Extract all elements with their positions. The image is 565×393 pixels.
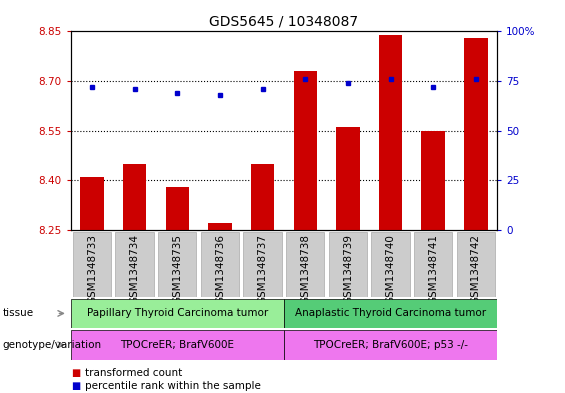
Bar	[293, 71, 317, 230]
Bar	[421, 130, 445, 230]
Text: tissue: tissue	[3, 309, 34, 318]
Text: GSM1348736: GSM1348736	[215, 234, 225, 304]
Text: GSM1348737: GSM1348737	[258, 234, 268, 304]
Bar	[71, 330, 284, 360]
Text: GSM1348739: GSM1348739	[343, 234, 353, 304]
FancyBboxPatch shape	[201, 232, 239, 297]
Text: Anaplastic Thyroid Carcinoma tumor: Anaplastic Thyroid Carcinoma tumor	[295, 309, 486, 318]
FancyBboxPatch shape	[244, 232, 282, 297]
Text: TPOCreER; BrafV600E: TPOCreER; BrafV600E	[120, 340, 234, 350]
Bar	[379, 35, 402, 230]
Text: GSM1348735: GSM1348735	[172, 234, 182, 304]
Text: GSM1348741: GSM1348741	[428, 234, 438, 304]
Bar	[284, 330, 497, 360]
Bar	[251, 164, 275, 230]
Bar	[166, 187, 189, 230]
FancyBboxPatch shape	[158, 232, 197, 297]
FancyBboxPatch shape	[371, 232, 410, 297]
Text: ■: ■	[71, 367, 80, 378]
FancyBboxPatch shape	[286, 232, 324, 297]
Text: GSM1348733: GSM1348733	[87, 234, 97, 304]
Text: genotype/variation: genotype/variation	[3, 340, 102, 350]
Bar	[80, 177, 104, 230]
Text: GSM1348738: GSM1348738	[300, 234, 310, 304]
FancyBboxPatch shape	[457, 232, 495, 297]
Text: Papillary Thyroid Carcinoma tumor: Papillary Thyroid Carcinoma tumor	[86, 309, 268, 318]
FancyBboxPatch shape	[329, 232, 367, 297]
Bar	[208, 223, 232, 230]
Text: transformed count: transformed count	[85, 367, 182, 378]
FancyBboxPatch shape	[115, 232, 154, 297]
Bar	[284, 299, 497, 328]
Title: GDS5645 / 10348087: GDS5645 / 10348087	[210, 15, 358, 29]
Text: GSM1348740: GSM1348740	[385, 234, 396, 304]
Bar	[336, 127, 360, 230]
Text: GSM1348742: GSM1348742	[471, 234, 481, 304]
Text: GSM1348734: GSM1348734	[129, 234, 140, 304]
Text: TPOCreER; BrafV600E; p53 -/-: TPOCreER; BrafV600E; p53 -/-	[313, 340, 468, 350]
Bar	[71, 299, 284, 328]
Text: ■: ■	[71, 381, 80, 391]
FancyBboxPatch shape	[73, 232, 111, 297]
Text: percentile rank within the sample: percentile rank within the sample	[85, 381, 260, 391]
Bar	[123, 164, 146, 230]
FancyBboxPatch shape	[414, 232, 453, 297]
Bar	[464, 38, 488, 230]
